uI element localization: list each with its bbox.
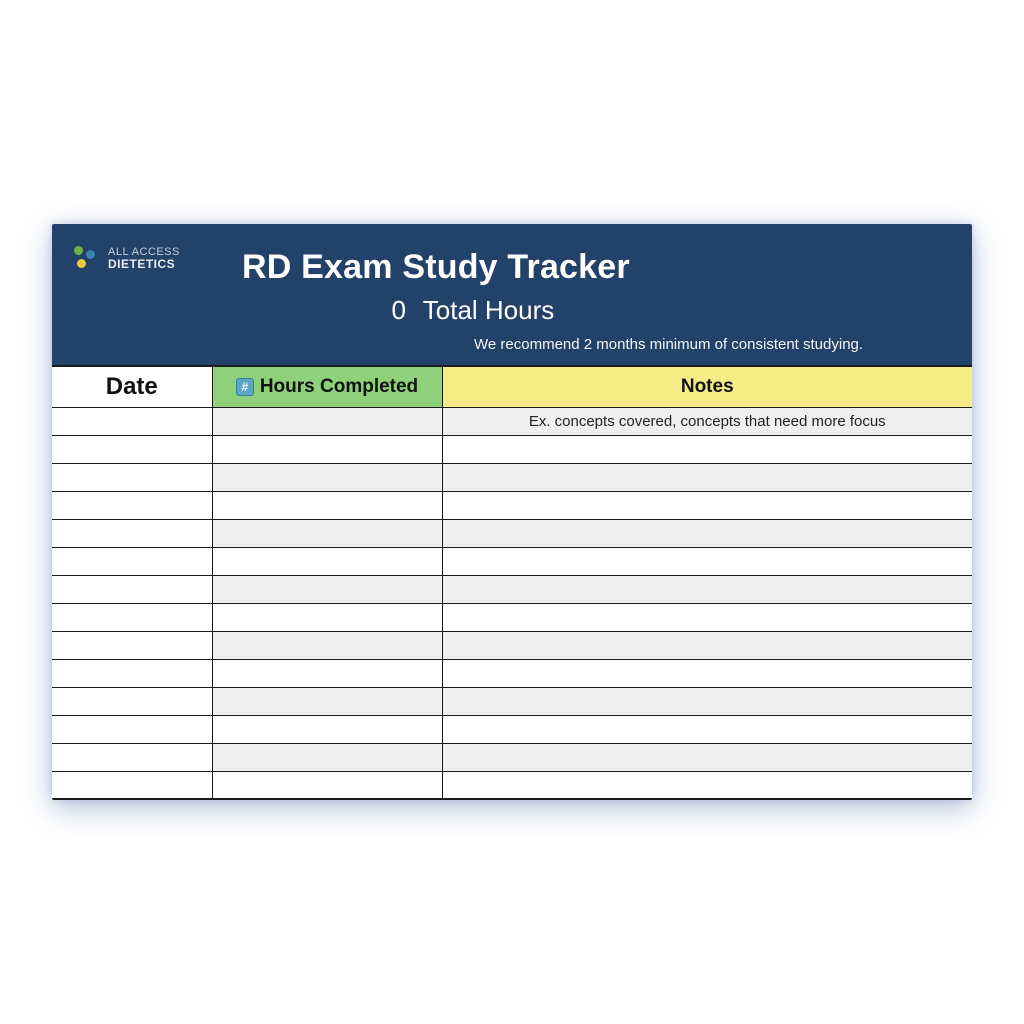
cell-date[interactable] (52, 575, 212, 603)
tracker-table: Date # Hours Completed Notes Ex. concepts… (52, 365, 972, 801)
cell-date[interactable] (52, 743, 212, 771)
cell-hours[interactable] (212, 743, 442, 771)
cell-date[interactable] (52, 659, 212, 687)
cell-notes[interactable] (442, 771, 972, 799)
table-row (52, 687, 972, 715)
cell-date[interactable] (52, 771, 212, 799)
cell-hours[interactable] (212, 715, 442, 743)
cell-notes[interactable] (442, 659, 972, 687)
logo-dots-icon (74, 246, 100, 272)
cell-notes[interactable] (442, 491, 972, 519)
logo-line2: DIETETICS (108, 258, 180, 271)
cell-hours[interactable] (212, 463, 442, 491)
cell-date[interactable] (52, 519, 212, 547)
cell-hours[interactable] (212, 687, 442, 715)
cell-notes[interactable] (442, 687, 972, 715)
table-row (52, 631, 972, 659)
col-header-hours: # Hours Completed (212, 366, 442, 408)
tracker-card: ALL ACCESS DIETETICS RD Exam Study Track… (52, 224, 972, 801)
total-hours: 0 Total Hours (384, 295, 950, 326)
table-row (52, 575, 972, 603)
table-row (52, 435, 972, 463)
cell-notes[interactable] (442, 715, 972, 743)
cell-date[interactable] (52, 603, 212, 631)
cell-date[interactable] (52, 687, 212, 715)
table-row: Ex. concepts covered, concepts that need… (52, 407, 972, 435)
table-body: Ex. concepts covered, concepts that need… (52, 407, 972, 799)
table-row (52, 547, 972, 575)
cell-date[interactable] (52, 491, 212, 519)
cell-notes[interactable] (442, 435, 972, 463)
cell-hours[interactable] (212, 771, 442, 799)
logo: ALL ACCESS DIETETICS (74, 246, 180, 272)
cell-notes[interactable] (442, 631, 972, 659)
cell-date[interactable] (52, 715, 212, 743)
hash-icon: # (236, 378, 254, 396)
cell-hours[interactable] (212, 547, 442, 575)
cell-hours[interactable] (212, 435, 442, 463)
table-row (52, 519, 972, 547)
cell-hours[interactable] (212, 659, 442, 687)
cell-hours[interactable] (212, 519, 442, 547)
cell-date[interactable] (52, 547, 212, 575)
col-header-notes: Notes (442, 366, 972, 408)
cell-notes[interactable] (442, 463, 972, 491)
table-row (52, 463, 972, 491)
table-row (52, 771, 972, 799)
cell-notes[interactable] (442, 547, 972, 575)
table-row (52, 491, 972, 519)
total-hours-value: 0 (384, 295, 406, 326)
col-header-hours-label: Hours Completed (260, 376, 418, 397)
page-title: RD Exam Study Tracker (242, 242, 950, 287)
cell-hours[interactable] (212, 575, 442, 603)
cell-hours[interactable] (212, 603, 442, 631)
cell-notes[interactable] (442, 575, 972, 603)
cell-notes[interactable] (442, 743, 972, 771)
cell-hours[interactable] (212, 407, 442, 435)
table-row (52, 715, 972, 743)
total-hours-label: Total Hours (423, 295, 555, 325)
table-row (52, 659, 972, 687)
table-row (52, 743, 972, 771)
cell-date[interactable] (52, 463, 212, 491)
cell-notes[interactable] (442, 519, 972, 547)
cell-notes[interactable] (442, 603, 972, 631)
cell-date[interactable] (52, 407, 212, 435)
recommendation-text: We recommend 2 months minimum of consist… (474, 336, 950, 353)
cell-hours[interactable] (212, 631, 442, 659)
cell-date[interactable] (52, 435, 212, 463)
table-header-row: Date # Hours Completed Notes (52, 366, 972, 408)
logo-text: ALL ACCESS DIETETICS (108, 247, 180, 271)
cell-hours[interactable] (212, 491, 442, 519)
cell-notes[interactable]: Ex. concepts covered, concepts that need… (442, 407, 972, 435)
cell-date[interactable] (52, 631, 212, 659)
header: ALL ACCESS DIETETICS RD Exam Study Track… (52, 224, 972, 365)
col-header-date: Date (52, 366, 212, 408)
table-row (52, 603, 972, 631)
